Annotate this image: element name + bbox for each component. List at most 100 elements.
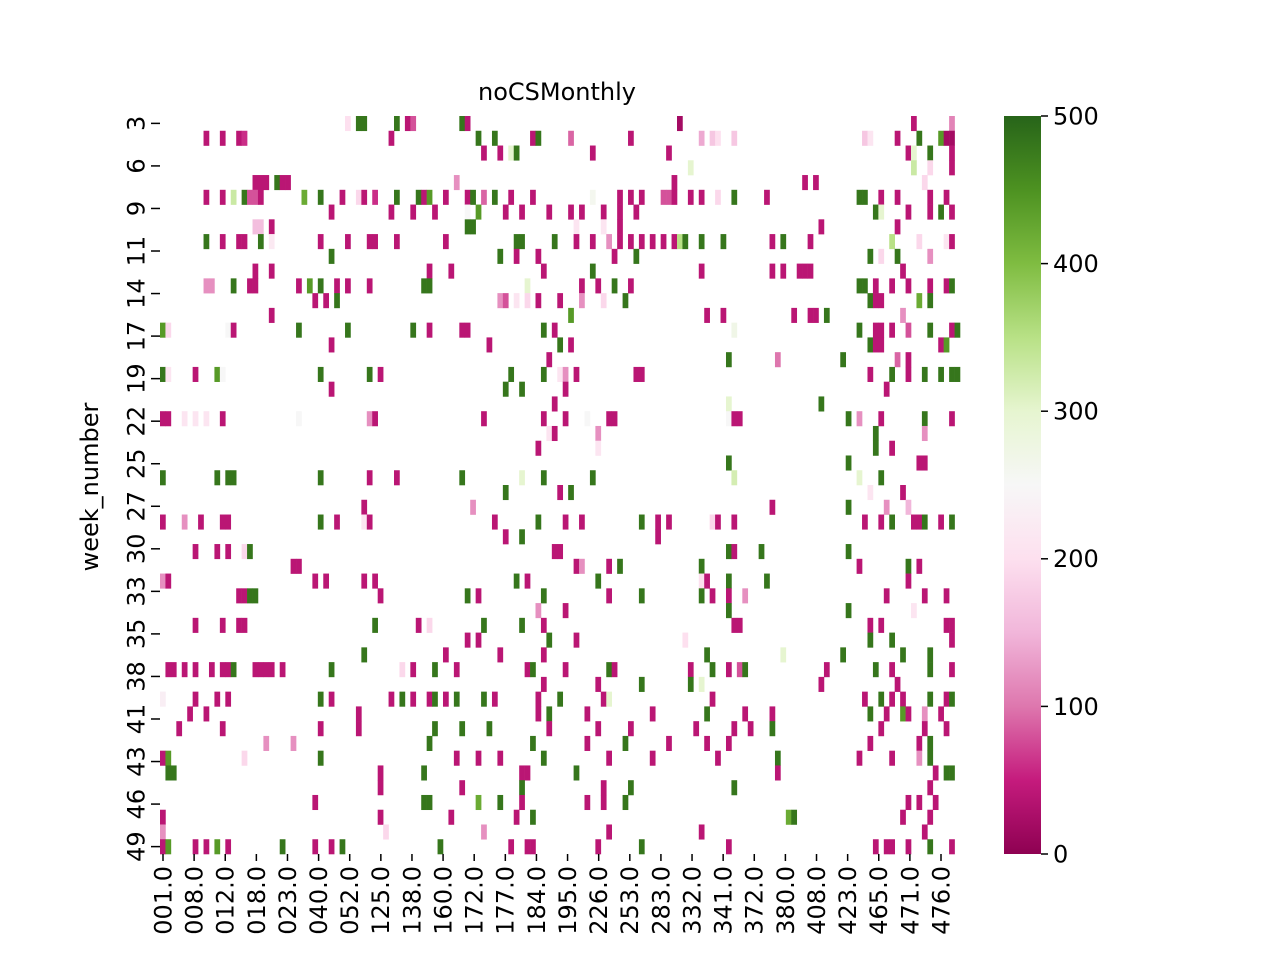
heatmap-cell xyxy=(764,189,770,205)
heatmap-cell xyxy=(459,116,466,132)
y-tick-label: 46 xyxy=(122,789,150,820)
heatmap-cell xyxy=(671,234,678,250)
heatmap-cell xyxy=(633,248,640,264)
heatmap-cell xyxy=(546,721,553,737)
y-tick-label: 11 xyxy=(122,236,150,267)
heatmap-cell xyxy=(230,470,237,486)
colorbar xyxy=(1004,116,1041,854)
x-tick-label: 040.0 xyxy=(305,866,333,935)
heatmap-cell xyxy=(442,691,449,707)
heatmap-cell xyxy=(176,721,183,737)
heatmap-cell xyxy=(453,691,460,707)
heatmap-cell xyxy=(687,662,694,678)
heatmap-cell xyxy=(949,234,955,250)
heatmap-cell xyxy=(219,366,226,382)
heatmap-cell xyxy=(883,706,890,722)
heatmap-cell xyxy=(600,794,607,811)
heatmap-cell xyxy=(421,794,427,811)
heatmap-cell xyxy=(698,234,705,250)
heatmap-cell xyxy=(949,632,955,648)
heatmap-cell xyxy=(252,588,259,604)
heatmap-cell xyxy=(916,234,923,250)
heatmap-cell xyxy=(709,588,716,604)
heatmap-cell xyxy=(921,824,928,840)
heatmap-cell xyxy=(911,145,917,161)
heatmap-cell xyxy=(192,411,199,427)
heatmap-cell xyxy=(361,573,368,589)
heatmap-cell xyxy=(208,662,215,678)
heatmap-cell xyxy=(187,706,193,722)
heatmap-cell xyxy=(856,189,863,205)
heatmap-cell xyxy=(818,219,825,235)
heatmap-cell xyxy=(432,662,438,678)
heatmap-cell xyxy=(911,160,917,176)
heatmap-cell xyxy=(671,189,678,205)
heatmap-cell xyxy=(219,617,226,633)
heatmap-cell xyxy=(317,514,324,530)
x-tick-label: 423.0 xyxy=(834,866,862,935)
heatmap-cell xyxy=(900,809,906,825)
heatmap-cell xyxy=(595,573,602,589)
heatmap-cell xyxy=(540,263,547,279)
heatmap-cell xyxy=(160,809,166,825)
heatmap-cell xyxy=(943,691,950,707)
heatmap-cell xyxy=(203,839,210,855)
heatmap-cell xyxy=(595,278,602,294)
heatmap-cell xyxy=(546,706,553,722)
y-tick-label: 43 xyxy=(122,746,150,777)
heatmap-cell xyxy=(361,499,368,515)
colorbar-tick-label: 300 xyxy=(1053,398,1099,426)
heatmap-cell xyxy=(867,293,874,309)
heatmap-cell xyxy=(666,145,672,161)
heatmap-cell xyxy=(606,824,612,840)
heatmap-cell xyxy=(921,588,928,604)
heatmap-cell xyxy=(862,189,868,205)
x-tick-label: 341.0 xyxy=(710,866,738,935)
heatmap-cell xyxy=(867,485,874,501)
heatmap-cell xyxy=(557,366,564,382)
heatmap-cell xyxy=(388,204,395,220)
heatmap-cell xyxy=(921,514,928,530)
heatmap-cell xyxy=(742,706,749,722)
y-tick-label: 9 xyxy=(122,201,150,216)
heatmap-cell xyxy=(225,322,232,338)
heatmap-cell xyxy=(666,735,672,751)
heatmap-cell xyxy=(883,499,890,515)
y-tick-label: 49 xyxy=(122,831,150,862)
heatmap-cell xyxy=(225,662,232,678)
heatmap-cell xyxy=(600,219,607,235)
heatmap-cell xyxy=(225,470,232,486)
heatmap-cell xyxy=(165,662,172,678)
heatmap-cell xyxy=(263,735,270,751)
heatmap-cell xyxy=(323,573,330,589)
heatmap-cell xyxy=(894,130,901,146)
heatmap-cell xyxy=(317,470,324,486)
heatmap-cell xyxy=(927,248,934,264)
heatmap-cell xyxy=(769,499,776,515)
heatmap-cell xyxy=(508,366,515,382)
heatmap-cell xyxy=(519,381,525,397)
heatmap-cell xyxy=(660,234,667,250)
heatmap-cell xyxy=(813,307,819,323)
heatmap-cell xyxy=(785,809,792,825)
heatmap-cell xyxy=(764,573,770,589)
heatmap-cell xyxy=(165,322,172,338)
heatmap-cell xyxy=(497,248,504,264)
heatmap-cell xyxy=(410,691,417,707)
heatmap-cell xyxy=(426,322,433,338)
heatmap-cell xyxy=(878,293,885,309)
heatmap-cell xyxy=(415,189,422,205)
heatmap-cell xyxy=(894,248,901,264)
x-tick-label: 476.0 xyxy=(927,866,955,935)
heatmap-cell xyxy=(230,189,237,205)
heatmap-cell xyxy=(606,588,612,604)
heatmap-cell xyxy=(459,780,466,796)
heatmap-cell xyxy=(774,750,781,766)
heatmap-cell xyxy=(862,691,868,707)
heatmap-cell xyxy=(181,411,188,427)
heatmap-cell xyxy=(709,514,716,530)
heatmap-cell xyxy=(573,765,580,781)
heatmap-cell xyxy=(927,322,934,338)
heatmap-cell xyxy=(203,411,210,427)
